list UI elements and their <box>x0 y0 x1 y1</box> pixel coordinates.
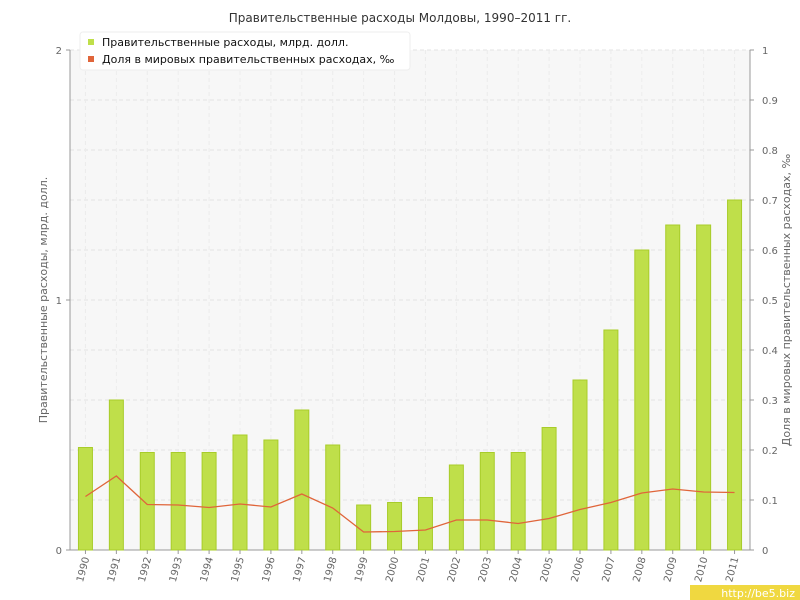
x-tick-label: 1991 <box>106 556 123 583</box>
legend-label-bar: Правительственные расходы, млрд. долл. <box>102 36 348 49</box>
bar-1993 <box>170 452 186 551</box>
x-tick-label: 2008 <box>632 556 649 583</box>
x-tick-label: 1995 <box>230 556 247 583</box>
y-tick-label-right: 0.4 <box>762 346 778 357</box>
bar-2004 <box>510 452 526 551</box>
x-tick-label: 1992 <box>137 556 154 583</box>
bar-2007 <box>603 329 619 551</box>
bar-2003 <box>479 452 495 551</box>
x-tick-label: 2003 <box>477 556 494 583</box>
bar-1997 <box>294 409 310 551</box>
x-tick-label: 1993 <box>168 556 185 583</box>
bar-2008 <box>634 249 650 551</box>
y-tick-label-right: 0.7 <box>762 196 778 207</box>
bar-1990 <box>77 447 93 551</box>
x-tick-label: 2005 <box>539 556 556 583</box>
bar-1996 <box>263 439 279 551</box>
x-tick-label: 1996 <box>261 556 278 583</box>
bar-2001 <box>417 497 433 551</box>
watermark-bg <box>690 585 800 600</box>
y-tick-label-right: 0.2 <box>762 446 778 457</box>
x-tick-label: 2004 <box>508 556 525 583</box>
y-tick-label-left: 1 <box>56 296 62 307</box>
y-tick-label-right: 0.3 <box>762 396 778 407</box>
bar-2009 <box>665 224 681 551</box>
x-tick-label: 2000 <box>384 556 401 583</box>
x-tick-label: 2006 <box>570 556 587 583</box>
x-tick-label: 2011 <box>724 556 741 583</box>
bar-2002 <box>448 464 464 551</box>
bar-2000 <box>387 502 403 551</box>
watermark: http://be5.biz <box>721 587 795 600</box>
x-tick-label: 1997 <box>292 556 309 583</box>
bar-1991 <box>108 399 124 551</box>
y-tick-label-right: 0.1 <box>762 496 778 507</box>
y-axis-title-right: Доля в мировых правительственных расхода… <box>780 154 793 447</box>
x-tick-label: 2009 <box>662 556 679 583</box>
legend-swatch-line <box>88 56 94 62</box>
y-tick-label-right: 0.9 <box>762 96 778 107</box>
legend-box <box>79 31 411 71</box>
y-tick-label-right: 0.6 <box>762 246 778 257</box>
y-tick-label-left: 0 <box>56 546 62 557</box>
bar-2006 <box>572 379 588 551</box>
bar-1992 <box>139 452 155 551</box>
legend-label-line: Доля в мировых правительственных расхода… <box>102 53 395 66</box>
x-tick-label: 2007 <box>601 556 618 583</box>
x-tick-label: 2002 <box>446 556 463 583</box>
x-tick-label: 2001 <box>415 556 432 583</box>
x-tick-label: 1998 <box>322 556 339 583</box>
x-tick-label: 1994 <box>199 556 216 583</box>
chart-title: Правительственные расходы Молдовы, 1990–… <box>229 11 571 25</box>
y-tick-label-right: 0.5 <box>762 296 778 307</box>
x-tick-label: 1990 <box>75 556 92 583</box>
bar-2011 <box>727 199 743 551</box>
x-tick-label: 1999 <box>353 556 370 583</box>
legend-swatch-bar <box>88 39 94 45</box>
y-tick-label-right: 0 <box>762 546 768 557</box>
bar-1995 <box>232 434 248 551</box>
y-axis-title-left: Правительственные расходы, млрд. долл. <box>37 177 50 423</box>
y-tick-label-right: 0.8 <box>762 146 778 157</box>
bar-2010 <box>696 224 712 551</box>
y-tick-label-left: 2 <box>56 46 62 57</box>
x-tick-label: 2010 <box>693 556 710 583</box>
bar-2005 <box>541 427 557 551</box>
bar-1994 <box>201 452 217 551</box>
line-series-share <box>85 475 735 533</box>
bar-1998 <box>325 444 341 551</box>
y-tick-label-right: 1 <box>762 46 768 57</box>
